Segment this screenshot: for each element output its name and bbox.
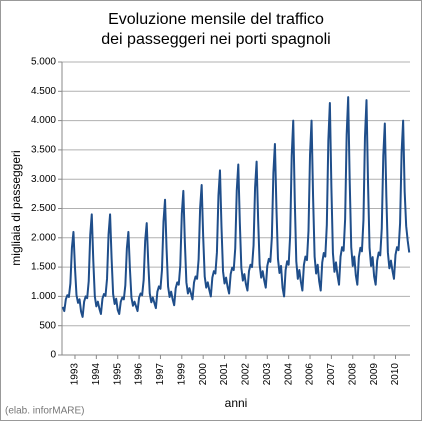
x-tick-label: 2002 (241, 363, 252, 386)
x-tick-label: 2006 (305, 363, 316, 386)
y-tick-label: 1.500 (31, 262, 56, 273)
x-tick-label: 2010 (390, 363, 401, 386)
chart-title: Evoluzione mensile del traffico (108, 11, 324, 28)
x-tick-label: 2007 (326, 363, 337, 386)
x-tick-label: 1999 (176, 363, 187, 386)
y-tick-label: 3.500 (31, 145, 56, 156)
y-tick-label: 4.000 (31, 115, 56, 126)
x-tick-label: 2003 (262, 363, 273, 386)
x-axis-title: anni (225, 396, 248, 410)
y-tick-label: 2.000 (31, 232, 56, 243)
x-tick-label: 1993 (70, 363, 81, 386)
x-tick-label: 2000 (198, 363, 209, 386)
x-tick-label: 2009 (369, 363, 380, 386)
x-tick-label: 1996 (134, 363, 145, 386)
y-axis-title: migliaia di passeggeri (9, 150, 23, 265)
y-tick-label: 3.000 (31, 174, 56, 185)
x-tick-label: 1997 (155, 363, 166, 386)
x-tick-label: 2001 (219, 363, 230, 386)
x-tick-label: 2008 (347, 363, 358, 386)
x-tick-label: 1995 (112, 363, 123, 386)
source-note: (elab. inforMARE) (5, 406, 84, 417)
y-tick-label: 2.500 (31, 203, 56, 214)
y-tick-label: 5.000 (31, 57, 56, 68)
y-tick-label: 1.000 (31, 291, 56, 302)
y-tick-label: 4.500 (31, 86, 56, 97)
x-tick-label: 2004 (283, 363, 294, 386)
data-line (61, 96, 411, 318)
y-tick-label: 0 (50, 350, 56, 361)
y-tick-label: 500 (39, 320, 56, 331)
x-tick-label: 1994 (91, 363, 102, 386)
chart-subtitle: dei passeggeri nei porti spagnoli (101, 31, 330, 48)
